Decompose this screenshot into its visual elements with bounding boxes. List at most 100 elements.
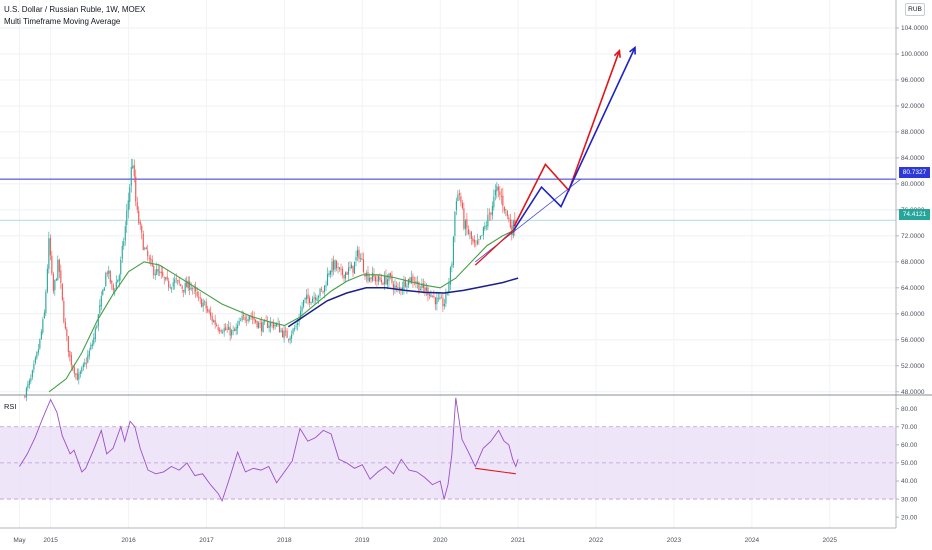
y-tick-label: 100.0000 bbox=[901, 51, 928, 58]
candle-body bbox=[199, 297, 201, 299]
candle-body bbox=[334, 260, 336, 270]
candle-body bbox=[410, 277, 412, 284]
candle-body bbox=[241, 316, 243, 321]
candle-body bbox=[141, 225, 143, 233]
candle-body bbox=[295, 326, 297, 328]
candle-body bbox=[368, 277, 371, 282]
candle-body bbox=[286, 330, 288, 338]
candle-body bbox=[443, 304, 445, 307]
candle-body bbox=[120, 259, 122, 275]
candle-body bbox=[377, 275, 380, 282]
candle-body bbox=[63, 301, 65, 323]
candle-body bbox=[118, 275, 120, 281]
candle-body bbox=[175, 278, 177, 280]
candle-body bbox=[183, 289, 185, 292]
candle-body bbox=[144, 248, 146, 249]
candle-body bbox=[409, 277, 411, 283]
candle-body bbox=[172, 282, 174, 287]
currency-selector[interactable]: RUB bbox=[905, 3, 925, 16]
candle-body bbox=[111, 280, 113, 284]
candle-body bbox=[428, 294, 430, 296]
candle-body bbox=[55, 278, 57, 281]
candle-body bbox=[117, 279, 119, 283]
candle-body bbox=[259, 323, 261, 324]
candle-body bbox=[511, 225, 513, 236]
candle-body bbox=[231, 330, 233, 336]
candle-body bbox=[344, 272, 347, 279]
candle-body bbox=[276, 323, 278, 327]
candle-body bbox=[196, 291, 198, 296]
candle-body bbox=[178, 280, 180, 284]
candle-body bbox=[51, 255, 53, 274]
y-tick-label: 96.0000 bbox=[901, 77, 925, 84]
candle-body bbox=[112, 284, 114, 291]
candle-body bbox=[160, 271, 162, 274]
candle-body bbox=[481, 235, 483, 236]
candle-body bbox=[418, 281, 420, 291]
candle-body bbox=[174, 279, 176, 283]
candle-body bbox=[386, 279, 389, 285]
candle-body bbox=[106, 272, 108, 274]
candle-body bbox=[244, 316, 246, 321]
candle-body bbox=[262, 321, 264, 333]
candle-body bbox=[274, 324, 276, 327]
candle-body bbox=[189, 281, 191, 290]
candle-body bbox=[434, 297, 436, 305]
candle-body bbox=[99, 305, 101, 314]
moving-average-fast bbox=[48, 228, 517, 393]
candle-body bbox=[136, 202, 138, 210]
candle-body bbox=[508, 217, 510, 220]
candle-body bbox=[255, 319, 257, 323]
candle-body bbox=[292, 328, 294, 334]
projection-arrow-blue bbox=[629, 45, 636, 55]
candle-body bbox=[214, 320, 216, 325]
candle-body bbox=[467, 229, 469, 234]
y-tick-label: 60.0000 bbox=[901, 311, 925, 318]
candle-body bbox=[163, 277, 165, 279]
candle-body bbox=[400, 287, 402, 290]
candle-body bbox=[31, 370, 33, 378]
candle-body bbox=[48, 238, 50, 269]
candle-body bbox=[190, 287, 192, 289]
candle-body bbox=[406, 285, 408, 288]
candle-body bbox=[33, 363, 35, 370]
candle-body bbox=[303, 299, 305, 307]
x-tick-label: 2015 bbox=[43, 537, 58, 544]
projection-path-blue bbox=[513, 47, 636, 230]
candle-body bbox=[75, 373, 77, 375]
candle-body bbox=[294, 328, 296, 330]
candle-body bbox=[353, 261, 356, 274]
candle-body bbox=[487, 214, 489, 227]
candle-body bbox=[461, 202, 463, 209]
candle-body bbox=[24, 396, 26, 398]
candle-body bbox=[355, 257, 357, 261]
candle-body bbox=[496, 186, 498, 192]
candle-body bbox=[66, 329, 68, 337]
x-tick-label: 2024 bbox=[745, 537, 760, 544]
support-trendline-blue bbox=[475, 178, 581, 263]
candle-body bbox=[325, 285, 327, 287]
candle-body bbox=[187, 280, 189, 289]
candle-body bbox=[145, 247, 147, 250]
candle-body bbox=[464, 220, 466, 230]
x-tick-label: 2021 bbox=[511, 537, 526, 544]
candle-body bbox=[87, 355, 89, 363]
candle-body bbox=[482, 227, 484, 236]
candle-body bbox=[380, 279, 383, 283]
candle-body bbox=[285, 330, 287, 332]
candle-body bbox=[370, 277, 372, 280]
candle-body bbox=[457, 194, 459, 202]
candle-body bbox=[439, 297, 441, 299]
candle-body bbox=[452, 236, 454, 266]
candle-body bbox=[356, 249, 359, 257]
candle-body bbox=[316, 298, 318, 301]
candle-body bbox=[202, 302, 204, 307]
candle-body bbox=[223, 328, 225, 333]
candle-body bbox=[503, 207, 505, 211]
candle-body bbox=[280, 330, 282, 332]
candle-body bbox=[135, 176, 137, 202]
candle-body bbox=[180, 284, 182, 286]
candle-body bbox=[201, 299, 203, 308]
